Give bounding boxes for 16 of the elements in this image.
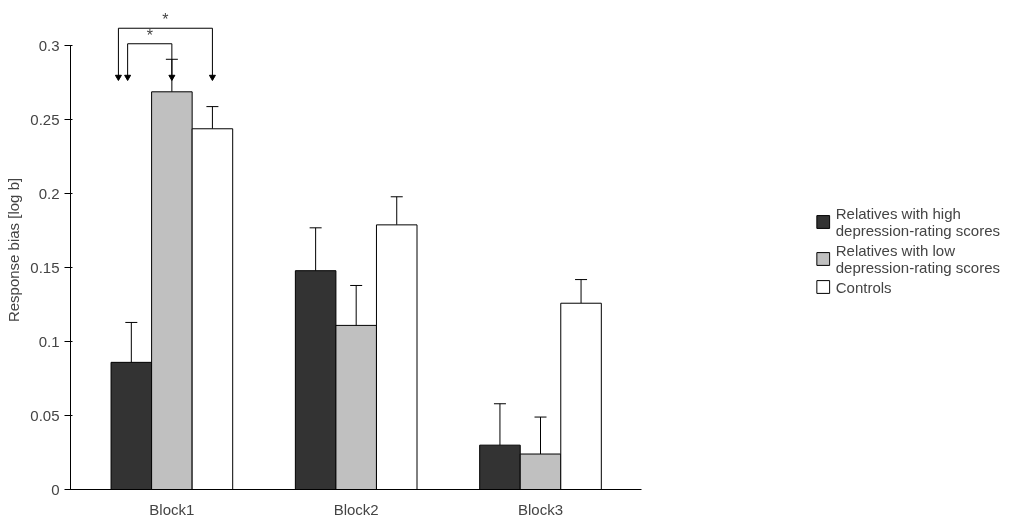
text: * <box>146 26 153 44</box>
legend-label: Relatives with high depression-rating scores <box>835 204 1000 238</box>
legend-label: Relatives with low depression-rating scores <box>835 241 1000 275</box>
y-axis-title: Response bias [log b] <box>5 177 23 323</box>
y-tick-label: 0.1 <box>38 332 60 350</box>
y-tick-label: 0.15 <box>30 258 60 276</box>
legend-label: Controls <box>835 278 892 295</box>
y-tick-label: 0.3 <box>38 36 60 54</box>
x-tick-label: Block2 <box>333 500 379 518</box>
text: * <box>162 11 169 29</box>
y-tick-label: 0 <box>51 480 60 498</box>
y-tick-label: 0.2 <box>38 184 60 202</box>
x-tick-label: Block1 <box>149 500 195 518</box>
y-tick-label: 0.25 <box>30 110 60 128</box>
x-tick-label: Block3 <box>517 500 564 518</box>
y-tick-label: 0.05 <box>30 406 60 424</box>
